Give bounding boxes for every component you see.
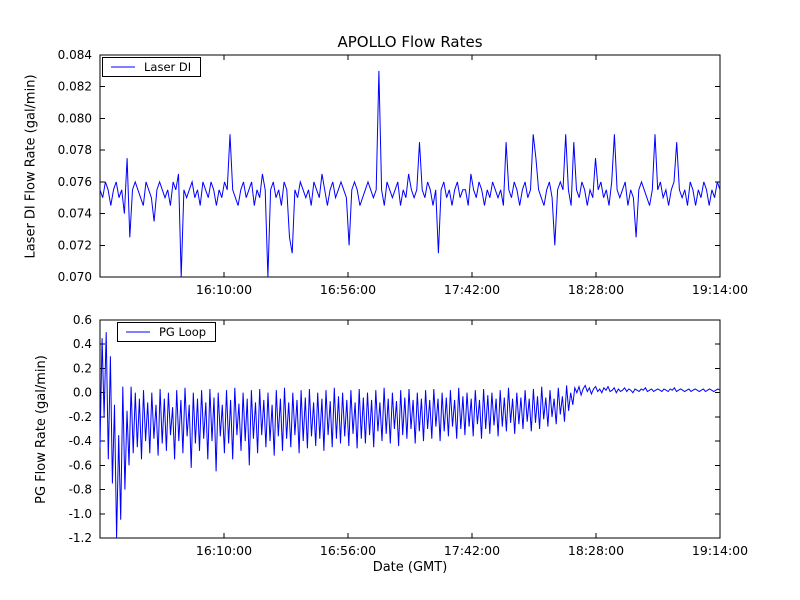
- x-tick-label: 17:42:00: [444, 282, 500, 297]
- y-tick-label: 0.082: [58, 80, 92, 94]
- y-tick-label: 0.074: [58, 207, 92, 221]
- legend-line-icon: [111, 66, 135, 68]
- y-tick-label: 0.070: [58, 270, 92, 284]
- legend-label-laser-di: Laser DI: [144, 60, 192, 74]
- y-tick-label: 0.084: [58, 48, 92, 62]
- y-axis-label-laser-di-text: Laser DI Flow Rate (gal/min): [23, 73, 39, 259]
- y-tick-label: -1.2: [69, 531, 92, 545]
- y-tick-label: -0.8: [69, 483, 92, 497]
- laser-di-line: [99, 70, 721, 278]
- x-tick-label: 16:10:00: [196, 543, 252, 558]
- legend-line-icon: [126, 331, 150, 333]
- x-tick-label: 18:28:00: [568, 543, 624, 558]
- y-axis-label-laser-di: Laser DI Flow Rate (gal/min): [16, 55, 46, 277]
- x-tick-label: 16:10:00: [196, 282, 252, 297]
- y-axis-label-pg-text: PG Flow Rate (gal/min): [33, 354, 49, 504]
- y-tick-label: 0.072: [58, 238, 92, 252]
- y-tick-label: -1.0: [69, 507, 92, 521]
- y-tick-label: -0.2: [69, 410, 92, 424]
- y-axis-label-pg: PG Flow Rate (gal/min): [26, 320, 56, 538]
- y-tick-label: 0.0: [73, 386, 92, 400]
- x-tick-label: 19:14:00: [692, 543, 748, 558]
- y-tick-label: 0.078: [58, 143, 92, 157]
- x-tick-label: 19:14:00: [692, 282, 748, 297]
- pg-loop-line: [99, 332, 721, 539]
- y-tick-label: -0.6: [69, 458, 92, 472]
- x-tick-label: 17:42:00: [444, 543, 500, 558]
- x-axis-label: Date (GMT): [372, 560, 448, 575]
- y-tick-label: -0.4: [69, 434, 92, 448]
- chart-title: APOLLO Flow Rates: [337, 33, 483, 51]
- y-tick-label: 0.076: [58, 175, 92, 189]
- x-tick-label: 16:56:00: [320, 282, 376, 297]
- y-tick-label: 0.6: [73, 313, 92, 327]
- legend-laser-di: Laser DI: [102, 57, 202, 77]
- legend-label-pg-loop: PG Loop: [159, 325, 207, 339]
- x-tick-label: 16:56:00: [320, 543, 376, 558]
- y-tick-label: 0.4: [73, 337, 92, 351]
- y-tick-label: 0.2: [73, 361, 92, 375]
- legend-pg-loop: PG Loop: [117, 322, 217, 342]
- x-tick-label: 18:28:00: [568, 282, 624, 297]
- y-tick-label: 0.080: [58, 111, 92, 125]
